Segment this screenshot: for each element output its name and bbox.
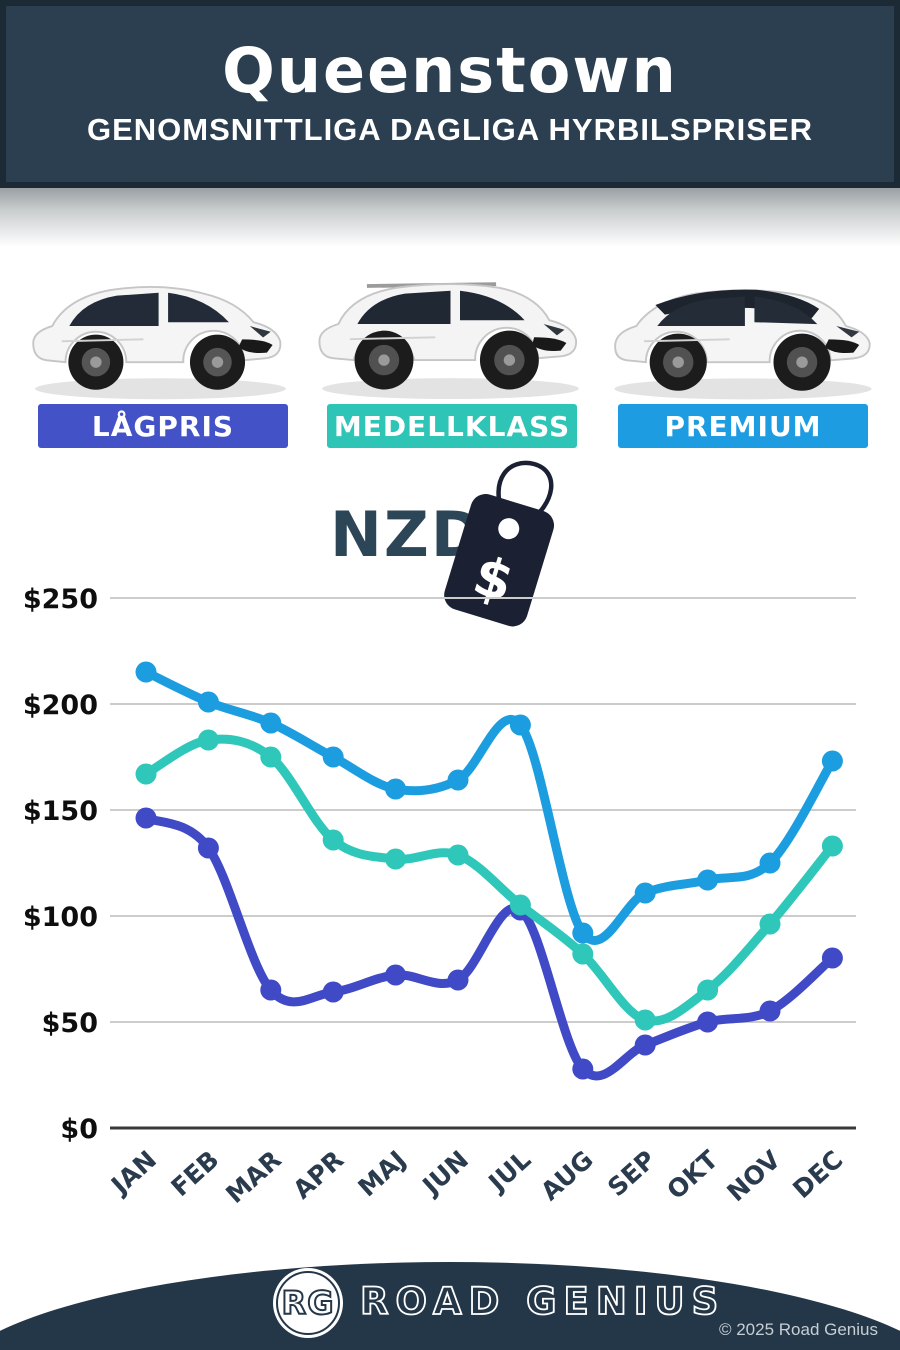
category-badge-premium: PREMIUM [618, 404, 868, 448]
month-label: SEP [602, 1145, 661, 1202]
data-point-medellklass [509, 894, 531, 916]
data-point-medellklass [572, 943, 594, 965]
data-point-premium [260, 712, 282, 734]
brand-name: ROAD GENIUS [359, 1280, 726, 1323]
category-label-lagpris: LÅGPRIS [91, 409, 235, 443]
y-tick-label: $100 [23, 902, 98, 933]
data-point-lågpris [385, 964, 407, 986]
data-point-premium [697, 869, 719, 891]
data-point-premium [821, 750, 843, 772]
data-point-medellklass [759, 913, 781, 935]
data-point-premium [759, 852, 781, 874]
price-tag-icon: $ [444, 460, 555, 627]
data-point-lågpris [135, 807, 157, 829]
month-label: JUN [416, 1145, 474, 1202]
data-point-medellklass [634, 1009, 656, 1031]
series-line-lågpris [141, 813, 837, 1081]
y-tick-label: $150 [23, 796, 98, 827]
month-label: JUL [482, 1145, 537, 1198]
data-point-medellklass [260, 746, 282, 768]
month-label: JAN [104, 1145, 162, 1201]
data-point-premium [135, 661, 157, 683]
data-point-medellklass [697, 979, 719, 1001]
car-illustration-economy [32, 285, 286, 400]
y-tick-label: $200 [23, 690, 98, 721]
month-label: MAJ [352, 1145, 411, 1202]
month-label: MAR [220, 1145, 287, 1209]
data-point-medellklass [821, 835, 843, 857]
data-point-premium [197, 691, 219, 713]
car-illustration-midsize [318, 282, 579, 400]
data-point-premium [509, 714, 531, 736]
data-point-lågpris [759, 1000, 781, 1022]
y-tick-label: $0 [60, 1114, 98, 1145]
header-shadow-gradient [0, 188, 900, 250]
month-label: NOV [721, 1144, 786, 1207]
car-illustration-premium [614, 289, 872, 400]
data-point-medellklass [135, 763, 157, 785]
data-point-lågpris [697, 1011, 719, 1033]
month-label: AUG [535, 1145, 599, 1206]
data-point-premium [385, 778, 407, 800]
road-genius-logo-icon: RG [273, 1268, 343, 1338]
month-label: FEB [165, 1145, 224, 1202]
month-label: APR [288, 1145, 350, 1205]
month-label: OKT [661, 1145, 723, 1205]
header-banner: Queenstown GENOMSNITTLIGA DAGLIGA HYRBIL… [0, 0, 900, 188]
data-point-premium [572, 922, 594, 944]
y-tick-label: $50 [42, 1008, 98, 1039]
y-tick-label: $250 [23, 584, 98, 615]
data-point-medellklass [447, 844, 469, 866]
data-point-lågpris [197, 837, 219, 859]
data-point-lågpris [322, 981, 344, 1003]
series-line-premium [141, 667, 837, 945]
data-point-lågpris [634, 1034, 656, 1056]
data-point-premium [322, 746, 344, 768]
data-point-premium [634, 882, 656, 904]
data-point-medellklass [385, 848, 407, 870]
data-point-medellklass [322, 829, 344, 851]
logo-initials: RG [281, 1283, 335, 1323]
data-point-medellklass [197, 729, 219, 751]
data-point-premium [447, 769, 469, 791]
category-label-premium: PREMIUM [664, 409, 822, 443]
copyright-text: © 2025 Road Genius [718, 1320, 878, 1339]
page-subtitle: GENOMSNITTLIGA DAGLIGA HYRBILSPRISER [86, 112, 814, 147]
category-badge-medellklass: MEDELLKLASS [327, 404, 577, 448]
category-badge-lagpris: LÅGPRIS [38, 404, 288, 448]
data-point-lågpris [821, 947, 843, 969]
data-point-lågpris [447, 969, 469, 991]
category-label-medellklass: MEDELLKLASS [333, 409, 571, 443]
data-point-lågpris [572, 1058, 594, 1080]
page-title: Queenstown [222, 34, 678, 107]
data-point-lågpris [260, 979, 282, 1001]
month-label: DEC [787, 1145, 848, 1204]
